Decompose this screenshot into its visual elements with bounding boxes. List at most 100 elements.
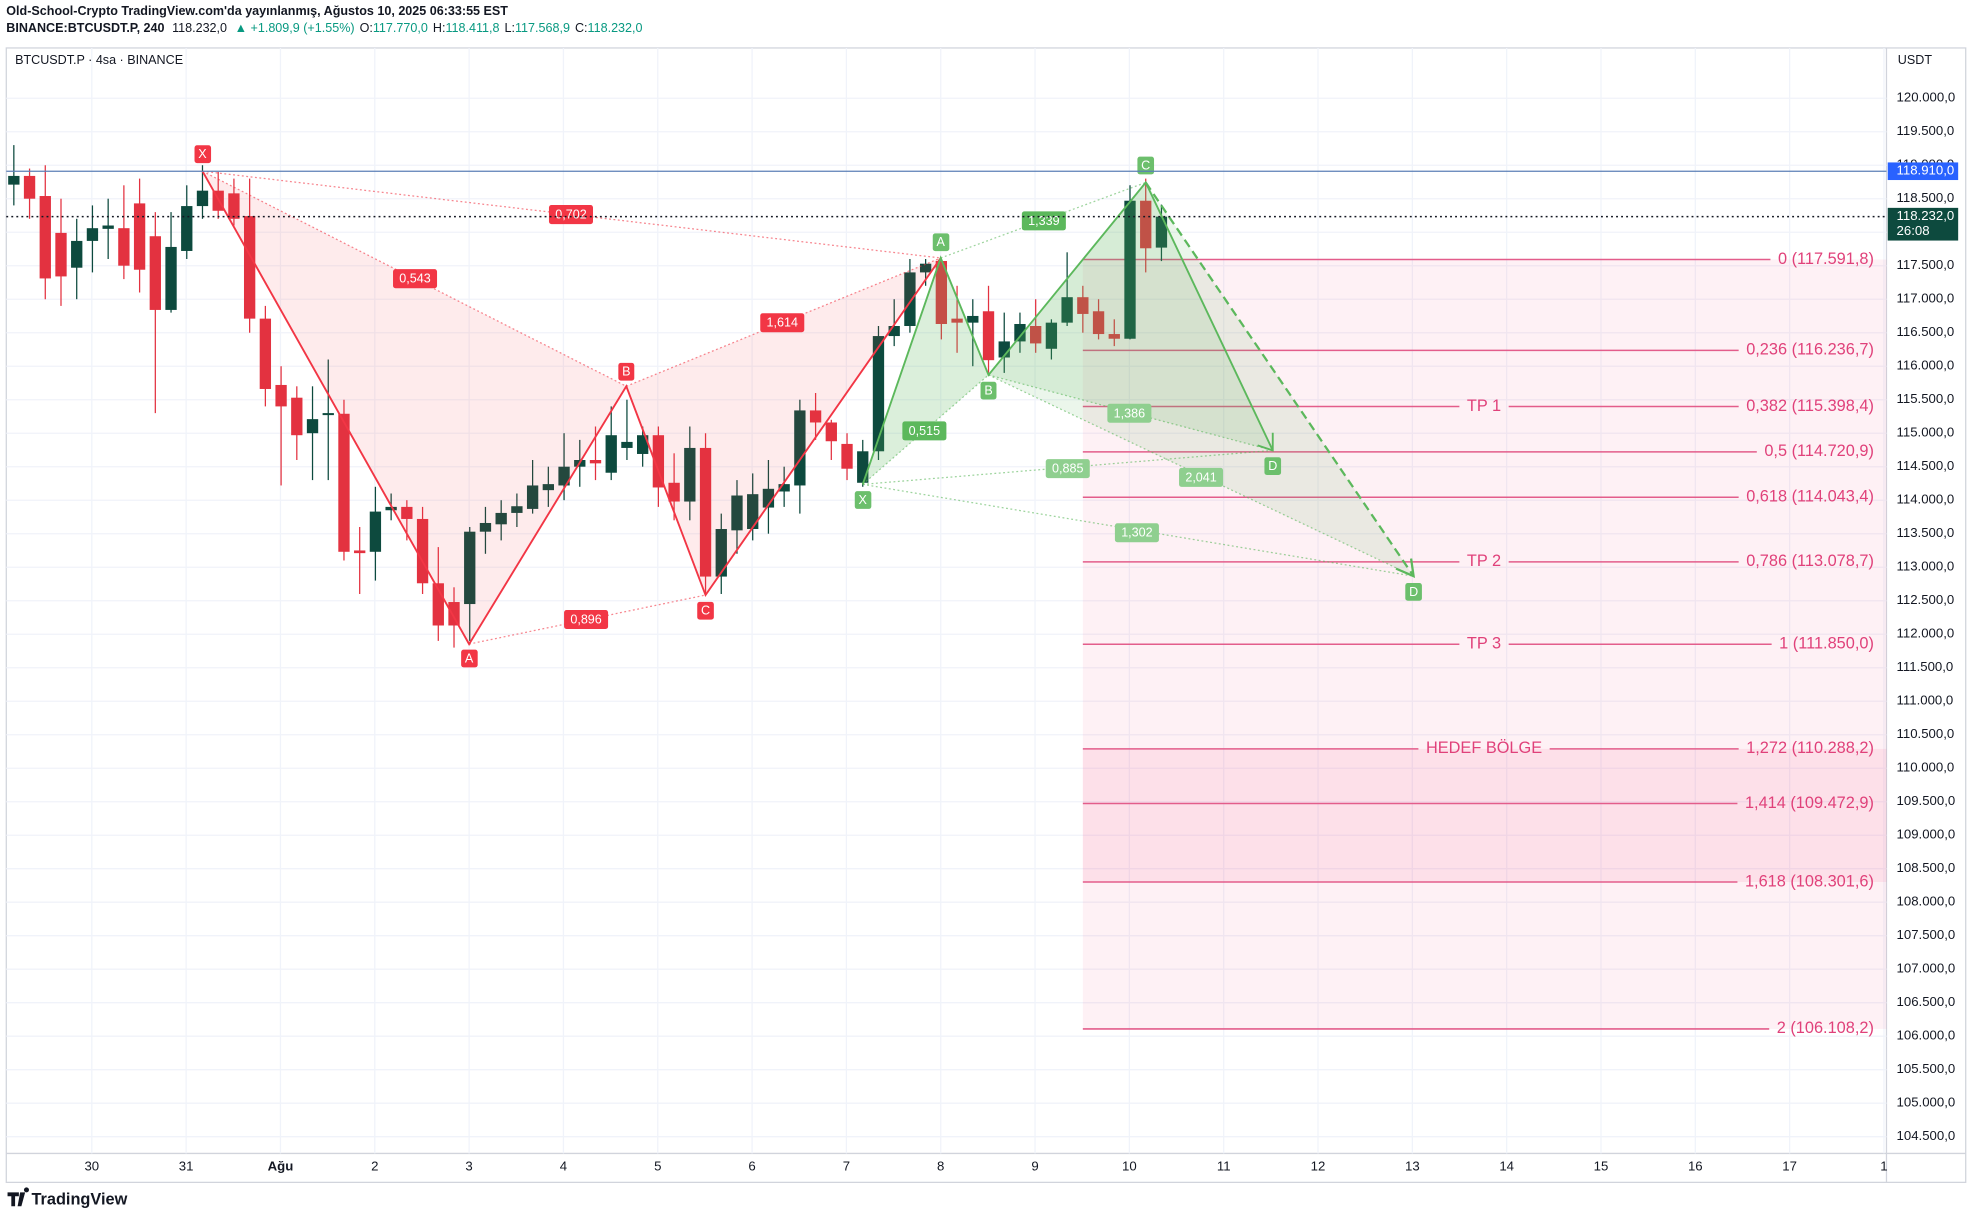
candle-body xyxy=(747,494,759,530)
pattern-point-text: B xyxy=(622,365,630,379)
pattern-point-bg xyxy=(932,233,950,252)
pattern-ratio-bg xyxy=(393,269,438,289)
pattern-ratio: 1,614 xyxy=(760,313,805,333)
pattern-point-bg xyxy=(980,381,997,400)
pattern-ratio-line xyxy=(862,483,1414,577)
candle-body xyxy=(699,447,712,577)
pattern-ratio: 2,041 xyxy=(1179,467,1224,487)
pattern-ratio-text: 1,339 xyxy=(1028,214,1059,228)
pattern-point: B xyxy=(618,362,635,381)
x-tick-label: 7 xyxy=(843,1159,850,1174)
candle-body xyxy=(306,419,319,434)
candle-body xyxy=(684,447,696,502)
candle-body xyxy=(464,531,476,605)
axes: 120.000,0119.500,0119.000,0118.500,0118.… xyxy=(6,90,1959,1174)
candle-body xyxy=(778,484,790,492)
pattern-ratio-line xyxy=(202,170,941,259)
candle-body xyxy=(118,228,130,266)
pattern-point-bg xyxy=(461,649,478,668)
candle-body xyxy=(794,410,806,486)
grid xyxy=(6,47,1887,1154)
candle-body xyxy=(967,315,979,323)
fib-label: 2 (106.108,2) xyxy=(1777,1019,1874,1037)
pattern-ratio-bg xyxy=(1179,467,1224,487)
pattern-ratio-text: 0,896 xyxy=(570,613,601,627)
ohlc-value: 117.568,9 xyxy=(515,21,570,35)
pattern-point-bg xyxy=(1405,582,1422,601)
candle-body xyxy=(385,506,397,511)
candle-body xyxy=(39,196,51,279)
fib-tag: TP 2 xyxy=(1467,552,1501,570)
pattern-ratio-text: 1,386 xyxy=(1114,406,1145,420)
y-tick-label: 114.500,0 xyxy=(1897,458,1955,473)
ohlc-key: L: xyxy=(505,21,515,35)
candle-body xyxy=(731,495,743,531)
candle-body xyxy=(181,206,193,251)
candle-body xyxy=(259,318,272,389)
candle-body xyxy=(322,413,334,416)
candle-body xyxy=(291,397,303,436)
y-tick-label: 114.000,0 xyxy=(1897,492,1955,507)
pattern-point-bg xyxy=(618,362,635,381)
y-tick-label: 120.000,0 xyxy=(1897,90,1956,105)
candle-body xyxy=(904,272,916,327)
pattern-fill xyxy=(202,171,627,645)
candle-body xyxy=(479,522,492,532)
pattern-ratio-bg xyxy=(564,610,609,630)
y-tick-label: 112.000,0 xyxy=(1897,626,1955,641)
pattern-ratio: 0,515 xyxy=(902,421,947,441)
pattern-point-bg xyxy=(1137,156,1155,175)
candle-body xyxy=(275,384,287,407)
pattern-point-text: B xyxy=(984,384,992,398)
fib-tag: HEDEF BÖLGE xyxy=(1426,739,1542,757)
x-tick-label: 1 xyxy=(1880,1159,1887,1174)
fib-tag: TP 3 xyxy=(1467,635,1501,653)
y-tick-label: 119.500,0 xyxy=(1897,123,1955,138)
current-price-tag xyxy=(1887,207,1959,241)
pattern-point: A xyxy=(461,649,478,668)
y-tick-label: 113.000,0 xyxy=(1897,559,1955,574)
candle-body xyxy=(86,228,99,241)
candle-body xyxy=(1108,334,1120,339)
pattern-ratio: 1,339 xyxy=(1021,211,1066,231)
pattern-point: D xyxy=(1264,457,1282,475)
pattern-ratio: 1,302 xyxy=(1114,523,1159,543)
header-title: Old-School-Crypto TradingView.com'da yay… xyxy=(6,4,508,18)
ohlc-key: O: xyxy=(360,21,373,35)
candle-body xyxy=(637,435,649,454)
candle-body xyxy=(338,413,350,552)
candle-body xyxy=(55,232,67,277)
pattern-ratio-text: 0,885 xyxy=(1052,462,1083,476)
candle-body xyxy=(1077,297,1089,314)
candle-body xyxy=(196,190,209,207)
candle-body xyxy=(872,336,885,452)
x-tick-label: 6 xyxy=(748,1159,755,1174)
fib-label: 1,272 (110.288,2) xyxy=(1746,739,1874,757)
fib-label: 0 (117.591,8) xyxy=(1778,250,1874,268)
candle-body xyxy=(369,511,382,552)
pattern-ratio-text: 0,515 xyxy=(909,424,940,438)
pattern-ratio: 0,543 xyxy=(393,269,438,289)
pattern-point: A xyxy=(932,233,950,252)
fib-label: 1 (111.850,0) xyxy=(1779,635,1874,653)
pattern-point: C xyxy=(697,601,714,620)
y-tick-label: 116.000,0 xyxy=(1897,358,1955,373)
pattern-point-text: D xyxy=(1268,459,1277,473)
candle-body xyxy=(23,175,36,199)
y-tick-label: 110.500,0 xyxy=(1897,726,1955,741)
x-tick-label: 5 xyxy=(654,1159,661,1174)
y-tick-label: 111.500,0 xyxy=(1897,659,1954,674)
pattern-projection xyxy=(1144,181,1415,577)
pattern-ratio-line xyxy=(862,374,989,485)
candle-body xyxy=(652,435,665,488)
countdown: 26:08 xyxy=(1897,223,1930,238)
x-tick-label: 3 xyxy=(465,1159,472,1174)
pattern-ratio: 1,386 xyxy=(1107,403,1152,423)
y-tick-label: 109.500,0 xyxy=(1897,793,1956,808)
target-zone xyxy=(1082,748,1887,882)
x-tick-label: 30 xyxy=(84,1159,99,1174)
x-tick-label: 13 xyxy=(1405,1159,1420,1174)
arrow-head xyxy=(1257,432,1274,452)
candle-body xyxy=(621,441,633,448)
